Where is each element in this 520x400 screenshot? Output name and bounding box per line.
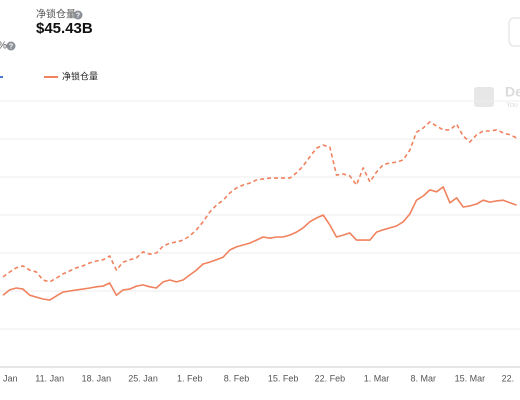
dashed-line [2,121,517,283]
watermark: De You [474,84,520,109]
help-icon-glyph: ? [9,43,13,50]
legend-label: 净锁仓量 [62,70,98,81]
change-label: % [0,41,7,52]
x-tick-label: 8. Feb [224,373,250,383]
x-tick-label: 22. [502,373,515,383]
options-button[interactable] [508,17,520,47]
watermark-logo [474,87,494,107]
tvl-value: $45.43B [36,20,93,37]
x-tick-label: 22. Feb [315,373,346,383]
x-tick-label: 8. Mar [410,373,436,383]
x-tick-label: 15. Feb [268,373,299,383]
tvl-label: 净锁仓量 [36,8,76,21]
watermark-tagline: You [506,102,518,109]
help-icon[interactable] [73,10,83,20]
x-tick-label: 1. Mar [364,373,390,383]
x-tick-label: Jan [3,373,18,383]
help-icon[interactable] [6,41,16,51]
x-tick-label: 1. Feb [177,373,203,383]
help-icon-glyph: ? [76,12,80,19]
x-tick-label: 18. Jan [82,373,112,383]
x-tick-label: 15. Mar [455,373,486,383]
x-tick-label: 25. Jan [128,373,158,383]
line [2,186,517,301]
watermark-brand: De [505,84,520,100]
x-tick-label: 11. Jan [35,373,64,383]
